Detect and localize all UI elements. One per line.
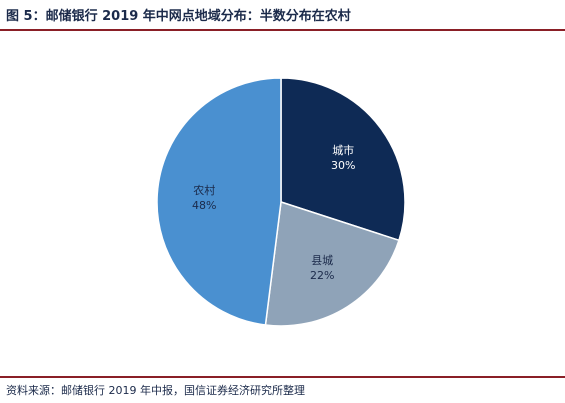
slice-label-0: 城市 bbox=[332, 143, 354, 157]
title-bar: 图 5：邮储银行 2019 年中网点地域分布：半数分布在农村 bbox=[0, 0, 565, 26]
pie-chart: 城市 30% 县城 22% 农村 48% bbox=[0, 31, 565, 375]
slice-label-2: 农村 bbox=[193, 183, 215, 197]
pie-slice-2 bbox=[156, 77, 282, 326]
pie-chart-svg: 城市 30% 县城 22% 农村 48% bbox=[156, 77, 406, 327]
slice-value-label-2: 48% bbox=[192, 199, 216, 212]
pie-slice-0 bbox=[280, 77, 406, 242]
slice-value-label-1: 22% bbox=[310, 269, 334, 282]
pie-slice-1 bbox=[264, 201, 400, 327]
bottom-divider bbox=[0, 376, 565, 378]
slice-value-label-0: 30% bbox=[331, 159, 355, 172]
slice-label-1: 县城 bbox=[311, 254, 333, 267]
top-divider bbox=[0, 29, 565, 31]
source-note: 资料来源：邮储银行 2019 年中报，国信证券经济研究所整理 bbox=[6, 384, 305, 397]
chart-title: 图 5：邮储银行 2019 年中网点地域分布：半数分布在农村 bbox=[6, 9, 351, 24]
